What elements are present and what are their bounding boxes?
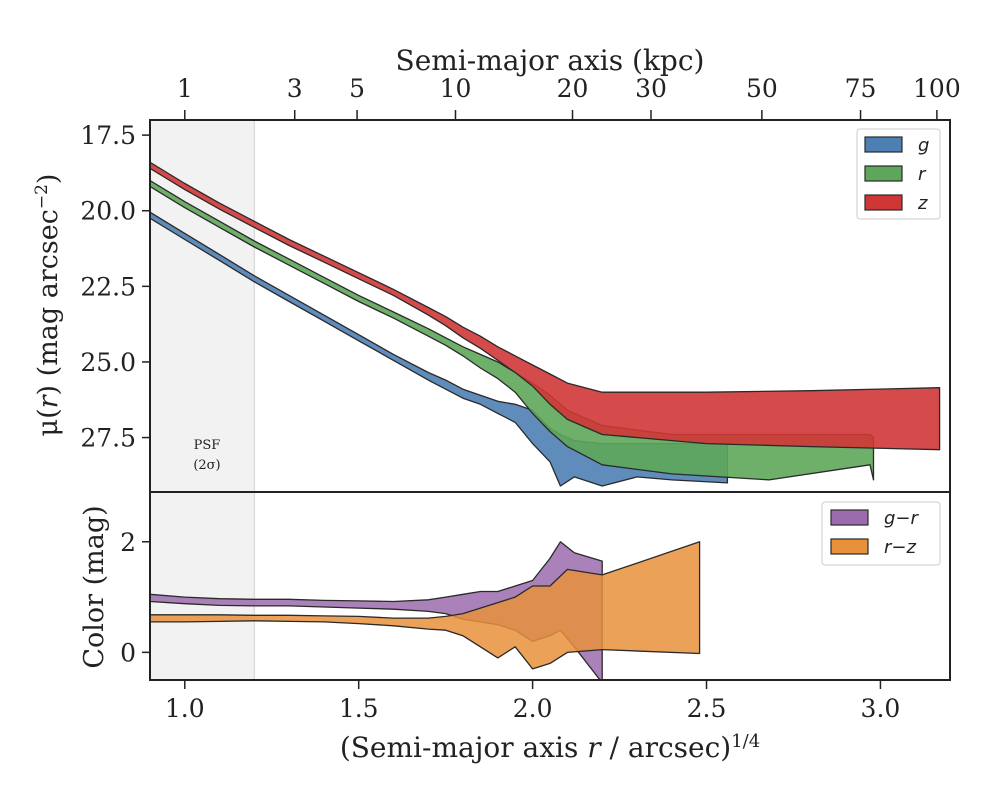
top-legend-swatch (864, 165, 903, 182)
x-tick-label: 3.0 (861, 694, 901, 723)
top-bands (150, 161, 941, 487)
top-kpc-tick-label: 20 (557, 74, 589, 103)
x-tick-label: 2.5 (687, 694, 727, 723)
bottom-y-axis-label: Color (mag) (79, 505, 110, 668)
psf-region (150, 120, 255, 492)
top-ytick-label: 20.0 (80, 197, 136, 226)
top-axis-label: Semi-major axis (kpc) (396, 44, 705, 77)
top-kpc-tick-label: 30 (635, 74, 667, 103)
top-legend-label: r (918, 164, 927, 185)
top-ytick-label: 25.0 (80, 348, 136, 377)
bottom-legend-label: g−r (884, 508, 920, 529)
bottom-legend-label: r−z (884, 537, 916, 558)
top-legend-label: z (917, 193, 928, 214)
top-ytick-label: 27.5 (80, 424, 136, 453)
top-kpc-tick-label: 10 (440, 74, 472, 103)
top-kpc-tick-label: 3 (287, 74, 303, 103)
top-y-axis-label: μ(r) (mag arcsec−2) (32, 174, 64, 437)
x-tick-label: 1.0 (165, 694, 205, 723)
top-panel: PSF (2σ) 17.5 20.0 22.5 25.0 27.5 1 3 5 10 20 30 50 75… (80, 74, 961, 493)
x-axis-label: (Semi-major axis r / arcsec)1/4 (340, 731, 760, 765)
top-kpc-tick-label: 75 (845, 74, 877, 103)
x-tick-label: 2.0 (513, 694, 553, 723)
top-ytick-label: 22.5 (80, 272, 136, 301)
top-kpc-tick-label: 1 (177, 74, 193, 103)
top-ytick-label: 17.5 (80, 121, 136, 150)
top-legend: grz (856, 128, 941, 220)
psf-region-bottom (150, 492, 255, 680)
bottom-panel: 0 2 1.0 1.5 2.0 2.5 3.0 g−r r−z (120, 491, 951, 723)
bottom-ytick-label: 0 (120, 638, 136, 667)
bottom-legend-swatch (830, 509, 869, 526)
x-tick-label: 1.5 (339, 694, 379, 723)
band-color-1 (150, 541, 701, 670)
bottom-bands (150, 541, 701, 680)
top-kpc-tick-label: 5 (349, 74, 365, 103)
bottom-legend: g−r r−z (821, 501, 941, 566)
bottom-frame (149, 491, 951, 681)
band-z (150, 161, 941, 451)
psf-label: PSF (194, 438, 221, 453)
top-legend-swatch (864, 136, 903, 153)
top-kpc-tick-label: 50 (746, 74, 778, 103)
top-legend-swatch (864, 194, 903, 211)
bottom-ytick-label: 2 (120, 528, 136, 557)
bottom-legend-swatch (830, 538, 869, 555)
top-kpc-tick-label: 100 (913, 74, 961, 103)
band-r (150, 179, 875, 481)
psf-sigma-label: (2σ) (193, 458, 220, 473)
top-legend-label: g (918, 135, 929, 156)
